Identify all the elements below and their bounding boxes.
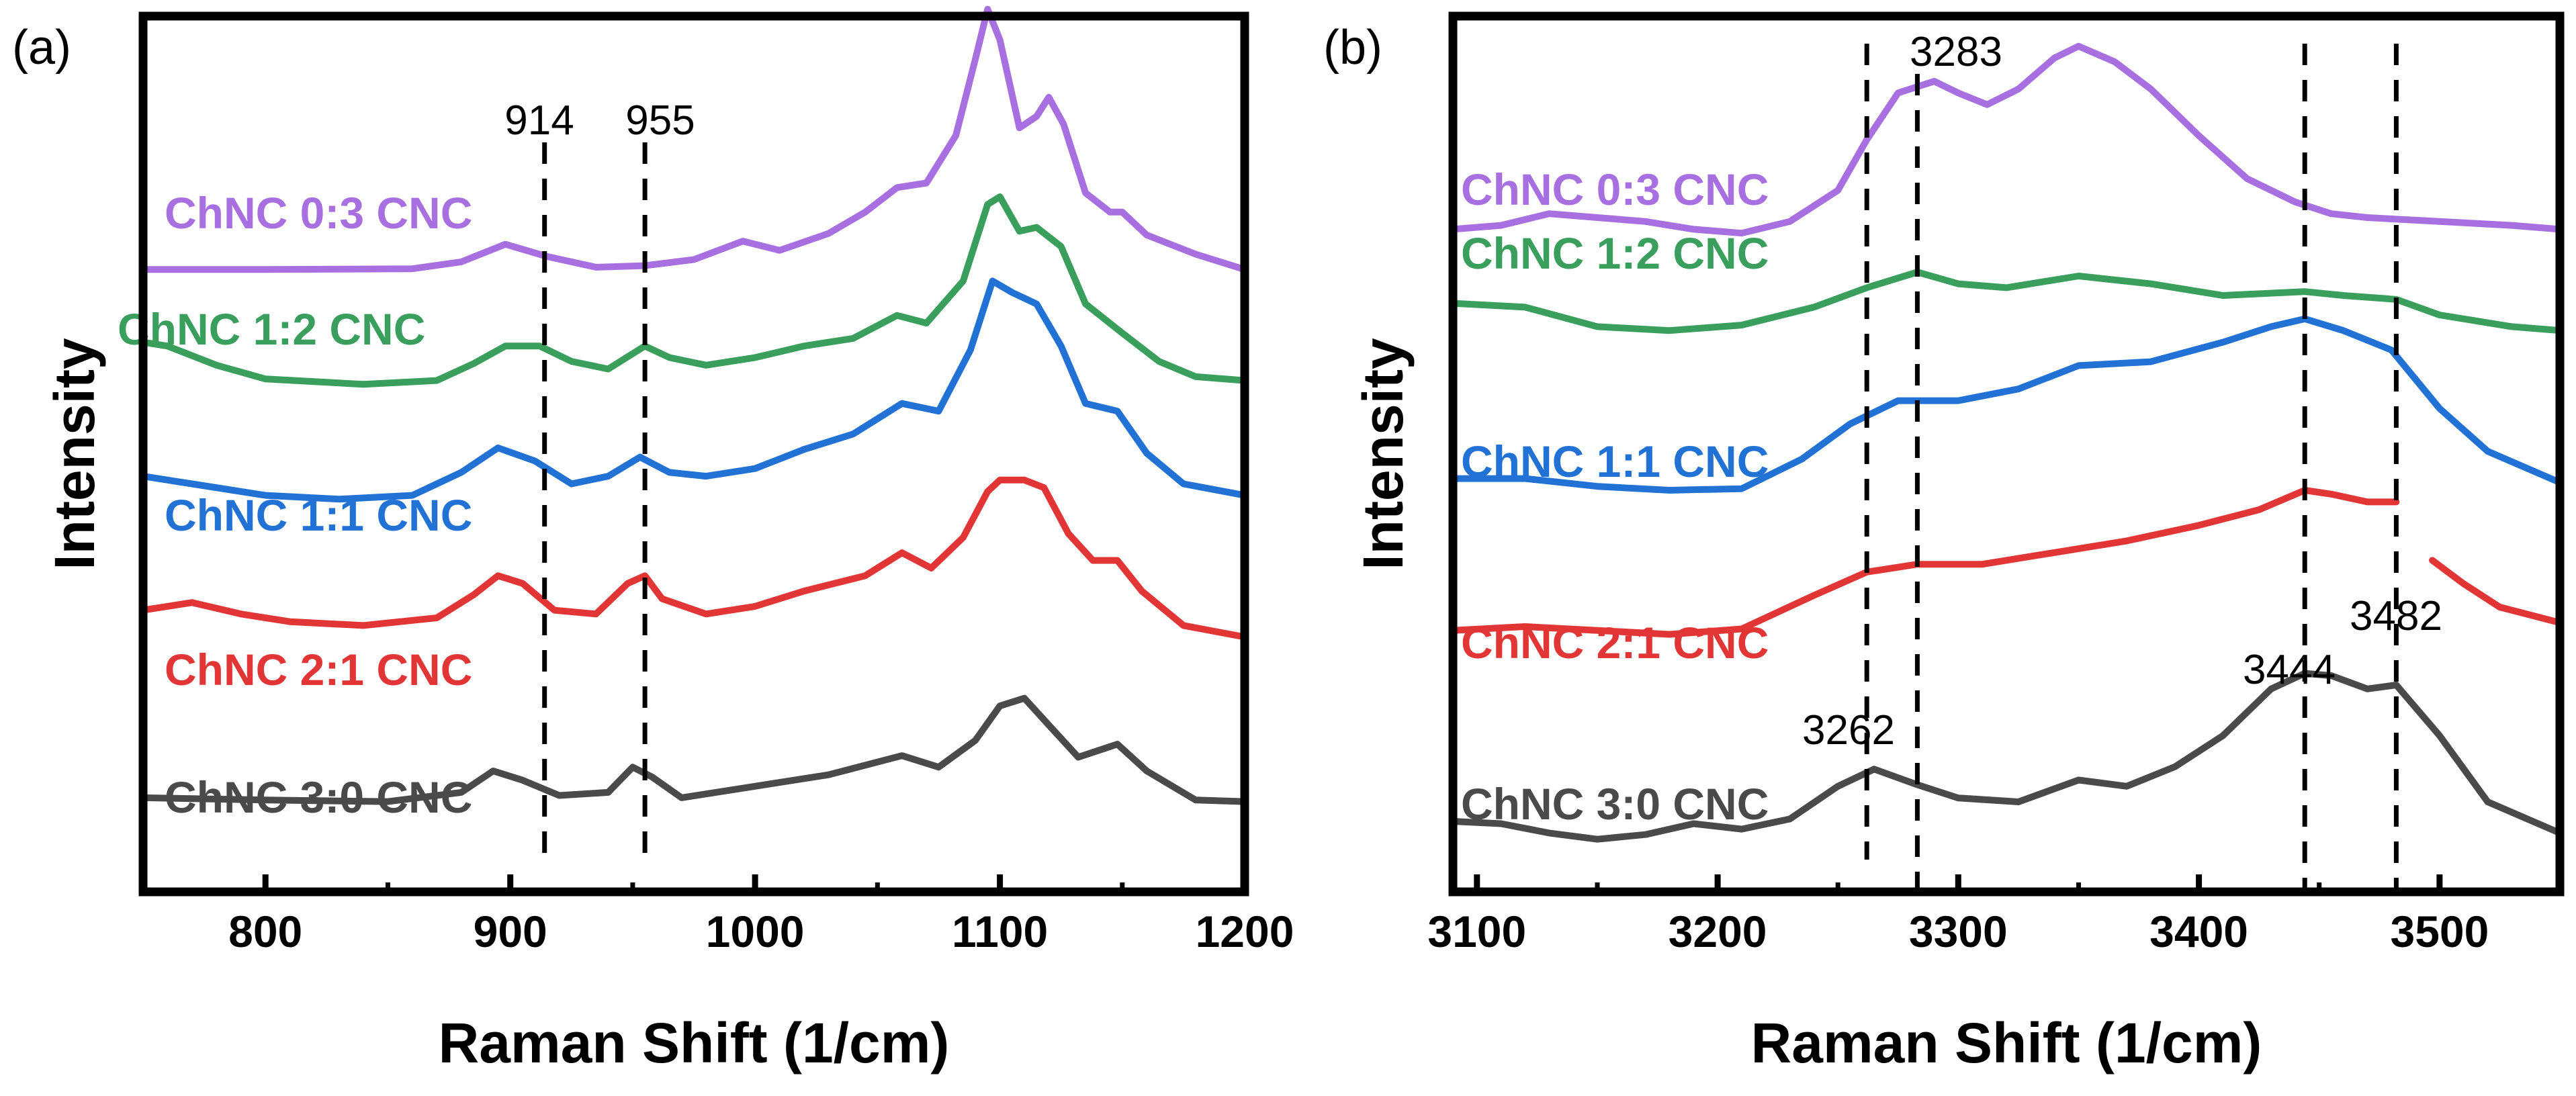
series-line-b-2 xyxy=(1450,315,2563,494)
series-line-b-3 xyxy=(1450,487,2400,638)
series-label-b-0-3: ChNC 0:3 CNC xyxy=(1461,165,1769,214)
x-tick-label-1100: 1100 xyxy=(952,907,1048,956)
x-tick-label-3500: 3500 xyxy=(2390,907,2489,956)
series-label-b-3-0: ChNC 3:0 CNC xyxy=(1461,779,1769,829)
series-line-a-1 xyxy=(140,193,1248,388)
x-tick-label-3300: 3300 xyxy=(1909,907,2008,956)
peak-label-3444: 3444 xyxy=(2243,647,2336,693)
series-line-a-3 xyxy=(140,476,1248,641)
panel-a-series xyxy=(140,5,1248,805)
series-label-0-3: ChNC 0:3 CNC xyxy=(165,188,472,238)
peak-label-3262: 3262 xyxy=(1802,707,1895,753)
panel-b-xlabel: Raman Shift (1/cm) xyxy=(1751,1011,2262,1075)
panel-a-xlabel: Raman Shift (1/cm) xyxy=(439,1011,950,1075)
peak-label-955: 955 xyxy=(625,97,695,144)
series-line-a-2 xyxy=(140,277,1248,503)
panel-a-frame xyxy=(138,11,1249,897)
x-tick-label-1200: 1200 xyxy=(1196,907,1294,956)
panel-b-reference-lines xyxy=(1864,44,2399,888)
peak-label-3283: 3283 xyxy=(1910,29,2002,75)
series-label-3-0: ChNC 3:0 CNC xyxy=(165,772,472,822)
x-tick-label-900: 900 xyxy=(474,907,547,956)
series-line-a-4 xyxy=(140,694,1248,805)
panel-a-ylabel: Intensity xyxy=(43,338,106,570)
series-line-b-4 xyxy=(2429,557,2563,627)
series-label-2-1: ChNC 2:1 CNC xyxy=(165,645,472,694)
panel-b-ylabel: Intensity xyxy=(1351,338,1415,570)
series-label-1-1: ChNC 1:1 CNC xyxy=(165,490,472,540)
series-line-b-0 xyxy=(1450,42,2563,237)
x-tick-label-800: 800 xyxy=(228,907,302,956)
x-tick-label-1000: 1000 xyxy=(706,907,805,956)
series-label-1-2: ChNC 1:2 CNC xyxy=(118,304,425,354)
peak-label-3482: 3482 xyxy=(2350,593,2442,639)
series-label-b-1-2: ChNC 1:2 CNC xyxy=(1461,228,1769,278)
series-label-b-1-1: ChNC 1:1 CNC xyxy=(1461,437,1769,486)
panel-a-reference-lines xyxy=(542,142,648,860)
x-tick-label-3400: 3400 xyxy=(2149,907,2248,956)
series-line-b-1 xyxy=(1450,269,2563,334)
panel-b-frame xyxy=(1448,11,2565,897)
x-tick-label-3100: 3100 xyxy=(1427,907,1526,956)
panel-a-label: (a) xyxy=(12,21,71,75)
panel-b-label: (b) xyxy=(1323,21,1382,75)
series-line-b-5 xyxy=(1450,670,2563,843)
x-tick-label-3200: 3200 xyxy=(1669,907,1767,956)
peak-label-914: 914 xyxy=(504,97,574,144)
panel-a: (a) 914 955 ChNC 0:3 CNC ChNC 1:2 CNC Ch… xyxy=(12,5,1294,1075)
panel-b-x-ticks: 3100 3200 3300 3400 3500 xyxy=(1427,874,2563,956)
series-line-a-0 xyxy=(140,5,1248,273)
panel-a-x-ticks: 800 900 1000 1100 1200 xyxy=(140,874,1294,956)
series-label-b-2-1: ChNC 2:1 CNC xyxy=(1461,618,1769,668)
panel-b: (b) 3283 3262 3444 3482 ChNC 0:3 CNC ChN… xyxy=(1323,11,2565,1075)
